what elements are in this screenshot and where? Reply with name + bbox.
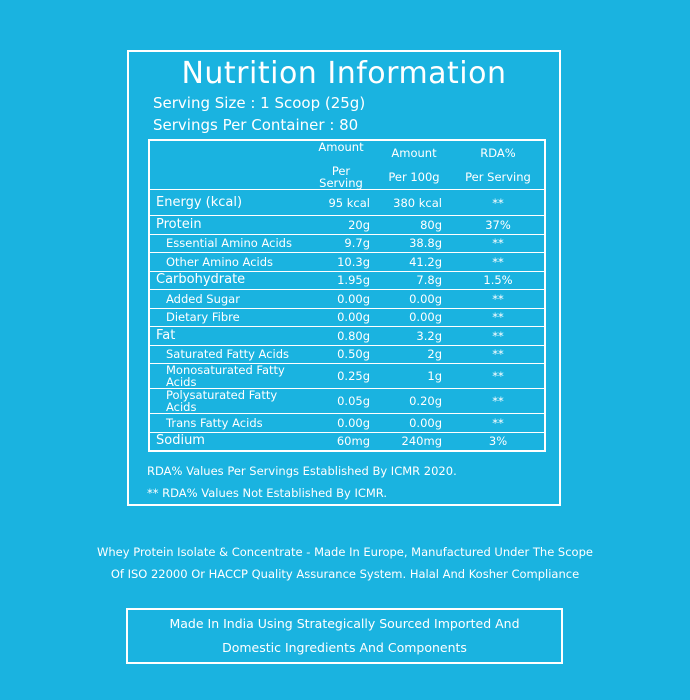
row-per-serving: 0.05g	[306, 388, 376, 414]
table-row: Fat 0.80g 3.2g **	[149, 326, 545, 345]
made-in-india-line-1: Made In India Using Strategically Source…	[169, 616, 520, 631]
row-per-100g: 0.00g	[376, 289, 452, 308]
row-per-100g: 1g	[376, 363, 452, 389]
rda-not-established-note: ** RDA% Values Not Established By ICMR.	[147, 486, 388, 500]
table-row: Carbohydrate 1.95g 7.8g 1.5%	[149, 270, 545, 290]
table-row: Protein 20g 80g 37%	[149, 215, 545, 234]
row-per-100g: 38.8g	[376, 233, 452, 253]
row-label: Essential Amino Acids	[149, 233, 306, 253]
table-row: Essential Amino Acids 9.7g 38.8g **	[149, 233, 545, 253]
row-rda: **	[452, 413, 545, 432]
rda-note: RDA% Values Per Servings Established By …	[147, 464, 457, 478]
header-per-serving: Amount Per Serving	[318, 140, 364, 190]
nutrition-title: Nutrition Information	[181, 56, 507, 91]
table-row: Energy (kcal) 95 kcal 380 kcal **	[149, 189, 545, 216]
row-rda: 3%	[452, 431, 545, 451]
row-rda: **	[452, 326, 545, 345]
row-per-serving: 20g	[306, 215, 376, 234]
row-label: Fat	[149, 326, 306, 345]
row-label: Dietary Fibre	[149, 307, 306, 327]
header-per-100g: Amount Per 100g	[388, 146, 440, 184]
row-label: Monosaturated Fatty Acids	[149, 363, 306, 389]
row-per-serving: 9.7g	[306, 233, 376, 253]
made-in-india-box: Made In India Using Strategically Source…	[126, 608, 563, 664]
row-per-100g: 0.00g	[376, 307, 452, 327]
row-per-serving: 0.80g	[306, 326, 376, 345]
row-per-serving: 10.3g	[306, 252, 376, 271]
row-per-serving: 1.95g	[306, 270, 376, 290]
row-per-serving: 60mg	[306, 431, 376, 451]
row-rda: **	[452, 289, 545, 308]
row-label: Sodium	[149, 431, 306, 451]
row-per-100g: 3.2g	[376, 326, 452, 345]
row-rda: **	[452, 189, 545, 216]
row-label: Saturated Fatty Acids	[149, 344, 306, 364]
row-rda: **	[452, 344, 545, 364]
table-row: Monosaturated Fatty Acids 0.25g 1g **	[149, 363, 545, 389]
serving-size: Serving Size : 1 Scoop (25g)	[153, 94, 366, 112]
manufacturing-line-1: Whey Protein Isolate & Concentrate - Mad…	[97, 545, 593, 559]
row-label: Added Sugar	[149, 289, 306, 308]
row-per-serving: 0.00g	[306, 289, 376, 308]
row-per-serving: 0.00g	[306, 307, 376, 327]
nutrition-table: Amount Per Serving Amount Per 100g RDA% Per…	[148, 139, 546, 452]
table-row: Saturated Fatty Acids 0.50g 2g **	[149, 344, 545, 364]
row-per-100g: 380 kcal	[376, 189, 452, 216]
row-rda: **	[452, 307, 545, 327]
row-per-100g: 7.8g	[376, 270, 452, 290]
table-row: Dietary Fibre 0.00g 0.00g **	[149, 307, 545, 327]
row-rda: 1.5%	[452, 270, 545, 290]
row-rda: **	[452, 233, 545, 253]
manufacturing-statement: Whey Protein Isolate & Concentrate - Mad…	[0, 541, 690, 585]
table-header-row: Amount Per Serving Amount Per 100g RDA% Per…	[149, 140, 545, 190]
made-in-india-line-2: Domestic Ingredients And Components	[222, 640, 467, 655]
row-rda: **	[452, 388, 545, 414]
row-per-serving: 0.50g	[306, 344, 376, 364]
row-per-100g: 80g	[376, 215, 452, 234]
table-row: Trans Fatty Acids 0.00g 0.00g **	[149, 413, 545, 432]
row-label: Carbohydrate	[149, 270, 306, 290]
row-per-100g: 240mg	[376, 431, 452, 451]
table-row: Added Sugar 0.00g 0.00g **	[149, 289, 545, 308]
row-label: Protein	[149, 215, 306, 234]
row-per-serving: 95 kcal	[306, 189, 376, 216]
row-rda: **	[452, 252, 545, 271]
row-label: Polysaturated Fatty Acids	[149, 388, 306, 414]
row-per-100g: 0.20g	[376, 388, 452, 414]
row-rda: **	[452, 363, 545, 389]
row-rda: 37%	[452, 215, 545, 234]
nutrition-panel: Nutrition Information Serving Size : 1 S…	[127, 50, 561, 506]
table-row: Sodium 60mg 240mg 3%	[149, 431, 545, 451]
row-per-100g: 41.2g	[376, 252, 452, 271]
row-label: Other Amino Acids	[149, 252, 306, 271]
header-rda: RDA% Per Serving	[465, 146, 531, 184]
manufacturing-line-2: Of ISO 22000 Or HACCP Quality Assurance …	[110, 567, 580, 581]
row-per-serving: 0.00g	[306, 413, 376, 432]
table-row: Other Amino Acids 10.3g 41.2g **	[149, 252, 545, 271]
row-per-serving: 0.25g	[306, 363, 376, 389]
row-per-100g: 2g	[376, 344, 452, 364]
row-label: Trans Fatty Acids	[149, 413, 306, 432]
servings-per-container: Servings Per Container : 80	[153, 116, 359, 134]
row-label: Energy (kcal)	[149, 189, 306, 216]
table-row: Polysaturated Fatty Acids 0.05g 0.20g **	[149, 388, 545, 414]
row-per-100g: 0.00g	[376, 413, 452, 432]
